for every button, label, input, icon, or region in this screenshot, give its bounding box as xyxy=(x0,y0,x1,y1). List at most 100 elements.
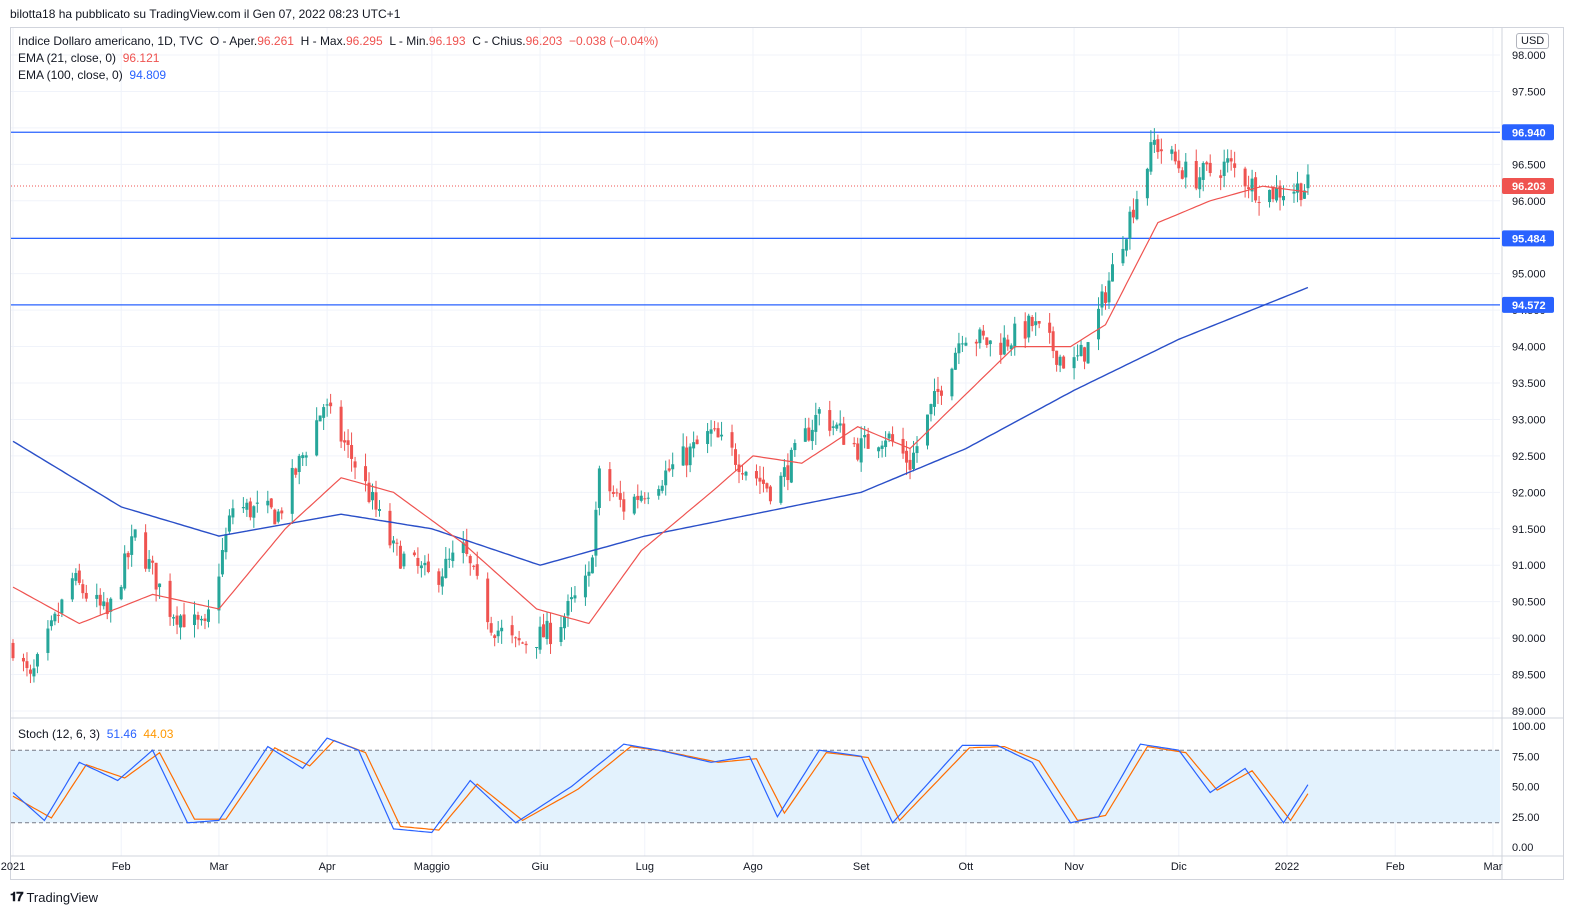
candle-body xyxy=(964,342,968,346)
candle-body xyxy=(908,459,912,470)
price-tick-label: 90.500 xyxy=(1512,597,1546,609)
candle-body xyxy=(1145,168,1149,199)
candle-body xyxy=(500,627,504,632)
candle-body xyxy=(932,391,936,407)
candle-body xyxy=(1184,161,1188,178)
candle-body xyxy=(1002,337,1006,355)
candle-body xyxy=(939,390,943,396)
candle-body xyxy=(978,329,982,344)
tradingview-logo-text: TradingView xyxy=(26,889,99,905)
change-value: −0.038 (−0.04%) xyxy=(568,34,659,48)
candle-body xyxy=(569,597,573,600)
candle-body xyxy=(416,557,420,566)
candle-body xyxy=(109,598,113,612)
candle-body xyxy=(793,443,797,451)
candle-body xyxy=(866,433,870,449)
candle-body xyxy=(297,455,301,473)
candle-body xyxy=(28,669,32,674)
stoch-band xyxy=(11,750,1500,823)
candle-body xyxy=(597,468,601,508)
candle-body xyxy=(828,410,832,431)
candle-body xyxy=(423,562,427,566)
candle-body xyxy=(388,510,392,546)
candle-body xyxy=(538,626,542,650)
candle-body xyxy=(70,578,74,600)
candle-body xyxy=(929,404,933,415)
candle-body xyxy=(905,450,909,463)
candle-body xyxy=(957,343,961,354)
candle-body xyxy=(615,492,619,494)
candle-body xyxy=(1076,355,1080,357)
candle-body xyxy=(1030,317,1034,327)
candle-body xyxy=(74,573,78,581)
candle-body xyxy=(440,576,444,587)
candle-body xyxy=(960,343,964,345)
candle-body xyxy=(350,445,354,459)
candle-body xyxy=(343,440,347,443)
candle-body xyxy=(838,423,842,426)
candle-body xyxy=(49,620,53,627)
candle-body xyxy=(11,642,15,659)
ema21-legend: EMA (21, close, 0) 96.121 xyxy=(18,51,159,65)
candle-body xyxy=(632,496,636,514)
candle-body xyxy=(1250,178,1254,192)
candle-body xyxy=(1013,323,1017,348)
candle-body xyxy=(744,471,748,476)
open-value: 96.261 xyxy=(257,34,294,48)
candle-body xyxy=(779,475,783,503)
time-tick-label: Feb xyxy=(112,861,131,873)
candle-body xyxy=(912,452,916,469)
candle-body xyxy=(294,468,298,475)
time-tick-label: Ago xyxy=(743,861,763,873)
candle-body xyxy=(594,509,598,556)
candle-body xyxy=(1128,211,1132,239)
high-label: H - Max. xyxy=(300,34,346,48)
candle-body xyxy=(1295,183,1299,193)
candle-body xyxy=(325,404,329,406)
candle-body xyxy=(720,434,724,437)
candle-body xyxy=(1009,345,1013,350)
time-tick-label: Nov xyxy=(1064,861,1084,873)
candle-body xyxy=(1233,163,1237,168)
candle-body xyxy=(810,429,814,442)
time-tick-label: Ott xyxy=(959,861,974,873)
stoch-k-line xyxy=(12,737,1309,834)
candle-body xyxy=(636,495,640,500)
candle-body xyxy=(1055,350,1059,365)
candle-body xyxy=(1034,321,1038,326)
candle-body xyxy=(981,330,985,336)
last-price-badge xyxy=(1502,177,1554,194)
tradingview-logo[interactable]: 𝟏𝟕 TradingView xyxy=(10,889,98,905)
ema21-label: EMA (21, close, 0) xyxy=(18,51,117,65)
candle-body xyxy=(535,647,539,649)
candle-body xyxy=(126,552,130,558)
candle-body xyxy=(524,643,528,646)
price-tick-label: 96.500 xyxy=(1512,159,1546,171)
price-tick-label: 98.000 xyxy=(1512,50,1546,62)
candle-body xyxy=(688,446,692,466)
stoch-tick-label: 50.00 xyxy=(1512,782,1540,794)
candle-body xyxy=(53,613,57,622)
time-tick-label: 2021 xyxy=(1,861,25,873)
candle-body xyxy=(217,576,221,611)
candle-body xyxy=(95,594,99,599)
candle-body xyxy=(280,510,284,514)
candle-body xyxy=(252,506,256,518)
candle-body xyxy=(999,342,1003,355)
price-tick-label: 95.000 xyxy=(1512,269,1546,281)
candle-body xyxy=(716,428,720,438)
candle-body xyxy=(1156,139,1160,153)
candle-body xyxy=(77,570,81,583)
candle-body xyxy=(1247,187,1251,190)
candle-body xyxy=(842,423,846,445)
candle-body xyxy=(437,571,441,585)
ema100-legend: EMA (100, close, 0) 94.809 xyxy=(18,68,166,82)
time-tick-label: Dic xyxy=(1171,861,1187,873)
candle-body xyxy=(1170,149,1174,154)
currency-badge[interactable]: USD xyxy=(1516,33,1550,49)
candle-body xyxy=(412,552,416,556)
candle-body xyxy=(709,429,713,434)
time-tick-label: Feb xyxy=(1386,861,1405,873)
candle-body xyxy=(1198,177,1202,190)
